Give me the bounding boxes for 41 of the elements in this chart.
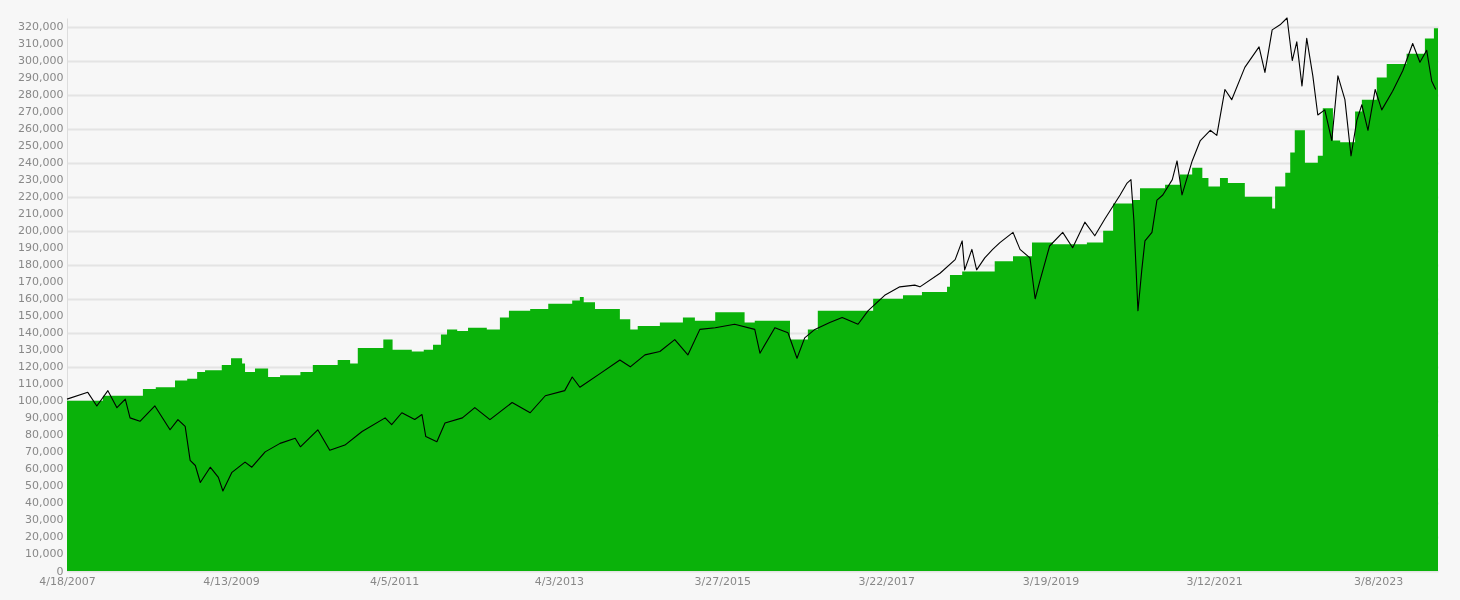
y-tick-label: 230,000 [18, 173, 64, 187]
y-tick-label: 200,000 [18, 224, 64, 238]
x-tick-label: 3/27/2015 [694, 574, 751, 588]
y-tick-label: 110,000 [18, 377, 64, 391]
line-series [66, 17, 1437, 492]
y-tick-label: 120,000 [18, 360, 64, 374]
y-tick-label: 10,000 [25, 547, 64, 561]
y-tick-label: 180,000 [18, 258, 64, 272]
y-tick-label: 260,000 [18, 122, 64, 136]
y-tick-label: 150,000 [18, 309, 64, 323]
x-tick-label: 3/12/2021 [1186, 574, 1243, 588]
y-tick-label: 60,000 [25, 462, 64, 476]
y-tick-label: 50,000 [25, 479, 64, 493]
x-tick-label: 3/19/2019 [1022, 574, 1080, 588]
y-tick-label: 300,000 [18, 54, 64, 68]
y-tick-label: 250,000 [18, 139, 64, 153]
y-tick-label: 240,000 [18, 156, 64, 170]
y-tick-label: 90,000 [25, 411, 64, 425]
y-tick-label: 100,000 [18, 394, 64, 408]
y-tick-label: 30,000 [25, 513, 64, 527]
y-tick-label: 160,000 [18, 292, 64, 306]
x-tick-label: 3/22/2017 [858, 574, 915, 588]
y-tick-label: 290,000 [18, 71, 64, 85]
y-tick-label: 320,000 [18, 20, 64, 34]
y-tick-label: 170,000 [18, 275, 64, 289]
y-tick-label: 80,000 [25, 428, 64, 442]
y-tick-label: 270,000 [18, 105, 64, 119]
y-tick-label: 130,000 [18, 343, 64, 357]
x-tick-label: 4/13/2009 [203, 574, 260, 588]
x-tick-label: 4/5/2011 [369, 574, 420, 588]
y-tick-label: 310,000 [18, 37, 64, 51]
y-tick-label: 280,000 [18, 88, 64, 102]
y-tick-label: 140,000 [18, 326, 64, 340]
x-tick-label: 3/8/2023 [1353, 574, 1404, 588]
y-tick-label: 40,000 [25, 496, 64, 510]
y-tick-label: 190,000 [18, 241, 64, 255]
y-tick-label: 210,000 [18, 207, 64, 221]
y-tick-label: 70,000 [25, 445, 64, 459]
x-tick-label: 4/3/2013 [534, 574, 585, 588]
y-tick-label: 220,000 [18, 190, 64, 204]
y-tick-label: 20,000 [25, 530, 64, 544]
